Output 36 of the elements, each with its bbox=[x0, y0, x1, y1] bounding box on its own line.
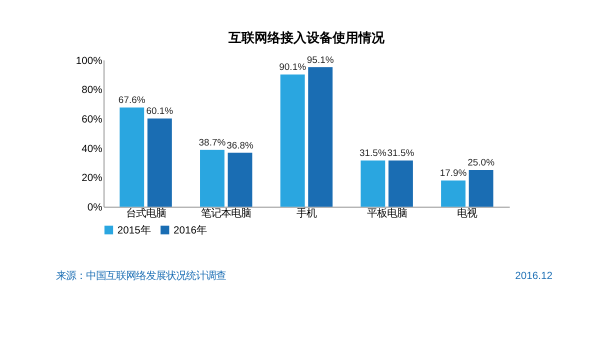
y-tick-label: 20% bbox=[82, 173, 102, 184]
y-tick-label: 40% bbox=[82, 144, 102, 155]
chart-title: 互联网络接入设备使用情况 bbox=[227, 30, 386, 45]
text: 60.1% bbox=[146, 106, 174, 118]
legend-label: 2016年 bbox=[174, 224, 207, 236]
text: 31.5% bbox=[387, 148, 414, 160]
text: 31.5% bbox=[359, 148, 386, 160]
bar bbox=[200, 150, 224, 207]
text: 36.8% bbox=[226, 140, 254, 152]
x-tick-label: 台式电脑 bbox=[126, 208, 166, 220]
text: 67.6% bbox=[118, 95, 146, 106]
text: 17.9% bbox=[440, 168, 467, 180]
y-tick-label: 60% bbox=[82, 114, 102, 126]
x-tick-label: 手机 bbox=[296, 208, 316, 220]
legend-label: 2015年 bbox=[117, 224, 150, 236]
bar bbox=[388, 160, 413, 207]
x-tick-label: 笔记本电脑 bbox=[201, 208, 252, 220]
text: 2016.12 bbox=[515, 271, 553, 282]
source-note: 来源：中国互联网络发展状况统计调查 bbox=[56, 270, 226, 282]
text: 25.0% bbox=[468, 158, 495, 169]
x-tick-label: 平板电脑 bbox=[366, 208, 407, 220]
y-tick-label: 100% bbox=[76, 56, 102, 67]
bar bbox=[441, 180, 466, 207]
y-tick-label: 80% bbox=[82, 85, 102, 96]
text: 38.7% bbox=[198, 138, 226, 149]
bar bbox=[308, 67, 333, 207]
x-tick-label: 电视 bbox=[457, 208, 478, 220]
bar bbox=[280, 74, 305, 207]
text: 95.1% bbox=[306, 54, 334, 66]
bar bbox=[120, 108, 144, 207]
bar bbox=[228, 152, 252, 207]
y-tick-label: 0% bbox=[87, 202, 102, 214]
bar bbox=[468, 170, 494, 207]
bar bbox=[360, 160, 386, 207]
bar bbox=[147, 118, 172, 207]
text: 90.1% bbox=[279, 62, 306, 74]
